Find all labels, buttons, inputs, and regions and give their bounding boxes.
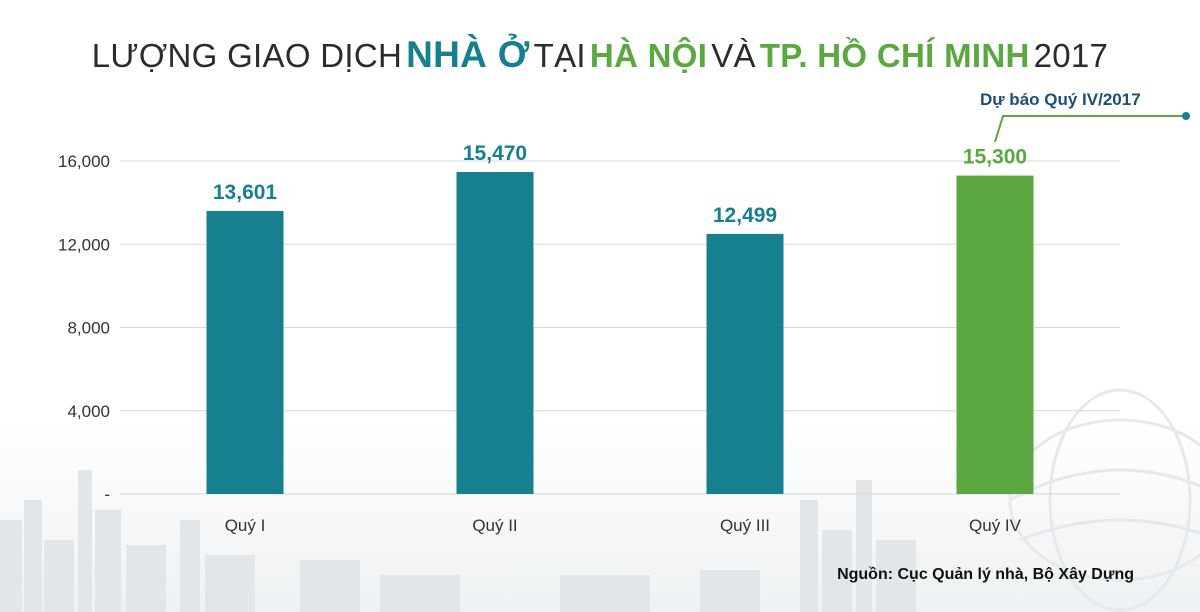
callout-line <box>994 115 1186 143</box>
x-tick-label: Quý I <box>225 516 266 535</box>
title-part-3: TẠI <box>533 37 586 74</box>
value-label: 15,470 <box>463 142 527 165</box>
value-label: 15,300 <box>963 146 1027 169</box>
callout-dot <box>1182 112 1190 120</box>
y-tick-label: 4,000 <box>67 402 110 421</box>
y-tick-label: 12,000 <box>58 235 110 254</box>
y-tick-label: 16,000 <box>58 152 110 171</box>
source-note: Nguồn: Cục Quản lý nhà, Bộ Xây Dựng <box>837 566 1134 583</box>
x-tick-label: Quý IV <box>969 516 1022 535</box>
title-part-6: TP. HỒ CHÍ MINH <box>759 37 1030 74</box>
y-axis-ticks: - 4,000 8,000 12,000 16,000 <box>58 152 110 504</box>
grid-lines <box>120 160 1120 495</box>
bars <box>206 172 1034 494</box>
x-tick-label: Quý II <box>472 516 517 535</box>
bar <box>956 175 1034 494</box>
title-part-5: VÀ <box>711 37 756 74</box>
value-label: 12,499 <box>713 204 777 227</box>
forecast-callout-line <box>994 112 1190 143</box>
y-tick-label: 8,000 <box>67 319 110 338</box>
chart-title: LƯỢNG GIAO DỊCH NHÀ Ở TẠI HÀ NỘI VÀ TP. HỒ CH… <box>0 34 1200 76</box>
title-part-2: NHÀ Ở <box>406 34 530 75</box>
value-label: 13,601 <box>213 181 278 204</box>
bar <box>456 172 534 494</box>
value-labels: 13,601 15,470 12,499 15,300 <box>213 142 1027 227</box>
forecast-label: Dự báo Quý IV/2017 <box>980 90 1141 109</box>
title-part-1: LƯỢNG GIAO DỊCH <box>91 37 403 74</box>
title-part-7: 2017 <box>1033 37 1109 74</box>
bar <box>706 233 784 494</box>
x-tick-label: Quý III <box>720 516 770 535</box>
bar <box>206 210 284 494</box>
x-axis-ticks: Quý I Quý II Quý III Quý IV <box>225 516 1022 535</box>
y-tick-label: - <box>104 485 110 504</box>
title-part-4: HÀ NỘI <box>589 37 708 74</box>
